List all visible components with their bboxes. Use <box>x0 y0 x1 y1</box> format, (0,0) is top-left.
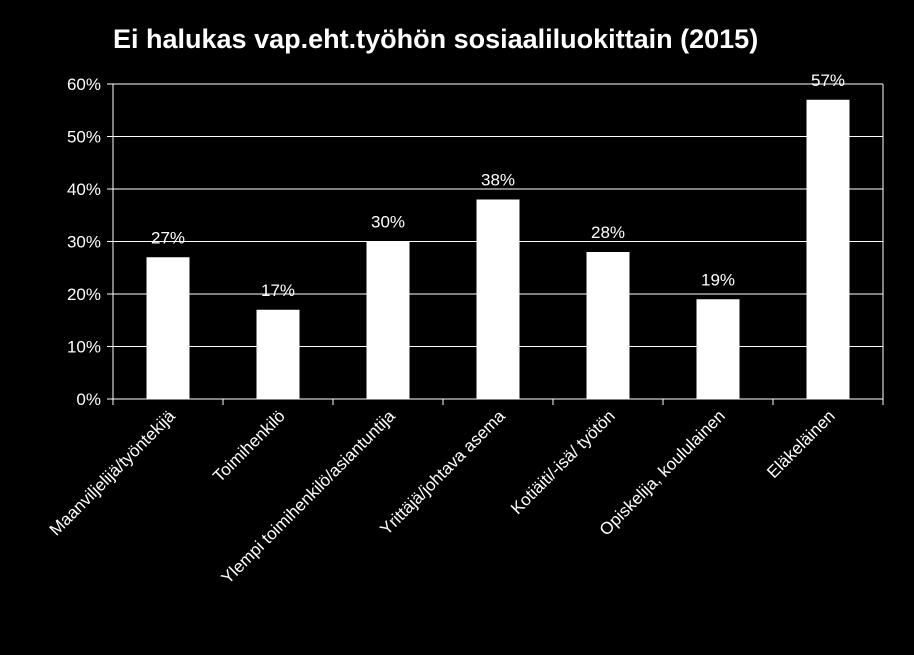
y-tick-label: 60% <box>67 75 101 94</box>
bar <box>586 252 630 399</box>
data-label: 30% <box>371 213 405 232</box>
chart-title: Ei halukas vap.eht.työhön sosiaaliluokit… <box>113 24 759 54</box>
y-tick-label: 40% <box>67 180 101 199</box>
category-label: Maanviljelijä/työntekijä <box>46 406 179 539</box>
data-label: 28% <box>591 223 625 242</box>
y-tick-label: 20% <box>67 285 101 304</box>
data-label: 17% <box>261 281 295 300</box>
bar <box>256 309 300 399</box>
category-label: Kotiäiti/-isä/ työtön <box>507 406 619 518</box>
y-tick-label: 30% <box>67 233 101 252</box>
category-label: Ylempi toimihenkilö/asiantuntija <box>218 406 400 588</box>
bar <box>696 299 740 399</box>
bar <box>476 199 520 399</box>
bar <box>366 241 410 399</box>
data-label: 38% <box>481 171 515 190</box>
y-tick-label: 10% <box>67 338 101 357</box>
category-label: Opiskelija, koululainen <box>596 406 729 539</box>
bar <box>146 257 190 399</box>
data-label: 57% <box>811 71 845 90</box>
category-label: Toimihenkilö <box>209 406 289 486</box>
category-label: Eläkeläinen <box>763 406 839 482</box>
axes <box>107 83 884 405</box>
bars <box>146 99 850 399</box>
data-label: 19% <box>701 270 735 289</box>
y-tick-label: 0% <box>76 390 101 409</box>
y-tick-label: 50% <box>67 128 101 147</box>
data-label: 27% <box>151 228 185 247</box>
bar <box>806 99 850 399</box>
category-label: Yrittäjä/johtava asema <box>376 406 509 539</box>
